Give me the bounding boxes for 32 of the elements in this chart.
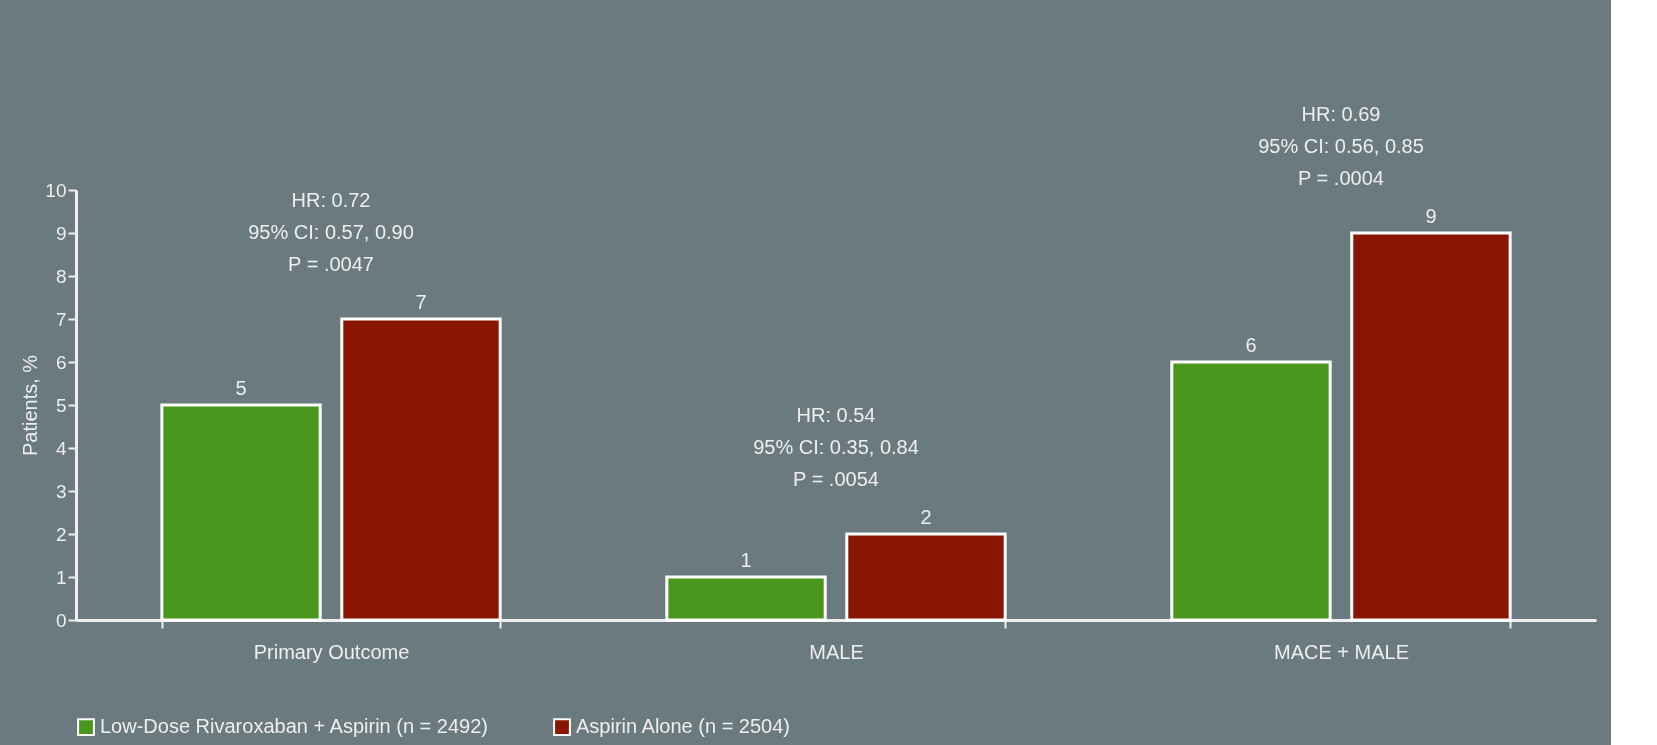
bar (1170, 360, 1332, 622)
y-tick-label: 9 (55, 222, 67, 244)
y-tick-label: 4 (55, 437, 67, 459)
y-tick-label: 5 (55, 394, 67, 416)
y-tick-label: 1 (55, 566, 67, 588)
y-tick-label: 10 (45, 179, 67, 201)
bar (1350, 231, 1512, 622)
x-tick-label: MALE (809, 640, 864, 663)
bar (665, 575, 827, 622)
annotation: HR: 0.72 95% CI: 0.57, 0.90 P = .0047 (248, 189, 414, 275)
y-tick-label: 7 (55, 308, 67, 330)
annotation: HR: 0.54 95% CI: 0.35, 0.84 P = .0054 (753, 404, 919, 490)
legend-label: Aspirin Alone (n = 2504) (576, 715, 791, 738)
y-axis-title: Patients, % (19, 354, 42, 457)
bar (845, 532, 1007, 622)
x-tick-label: Primary Outcome (253, 640, 410, 663)
y-tick-label: 2 (55, 523, 67, 545)
bar (340, 317, 502, 622)
data-label: 9 (1425, 205, 1437, 227)
data-label: 2 (920, 506, 932, 528)
x-tick-label: MACE + MALE (1273, 640, 1410, 663)
bar (160, 403, 322, 622)
data-label: 1 (740, 549, 752, 571)
text: HR: 0.69 95% CI: 0.56, 0.85 P = .0004 (1258, 103, 1424, 189)
y-tick-label: 8 (55, 265, 67, 287)
y-tick-label: 0 (55, 609, 67, 631)
data-label: 7 (415, 291, 427, 313)
y-tick-label: 6 (55, 351, 67, 373)
data-label: 5 (235, 377, 247, 399)
y-tick-label: 3 (55, 480, 67, 502)
legend-label: Low-Dose Rivaroxaban + Aspirin (n = 2492) (100, 715, 488, 738)
data-label: 6 (1245, 334, 1257, 356)
